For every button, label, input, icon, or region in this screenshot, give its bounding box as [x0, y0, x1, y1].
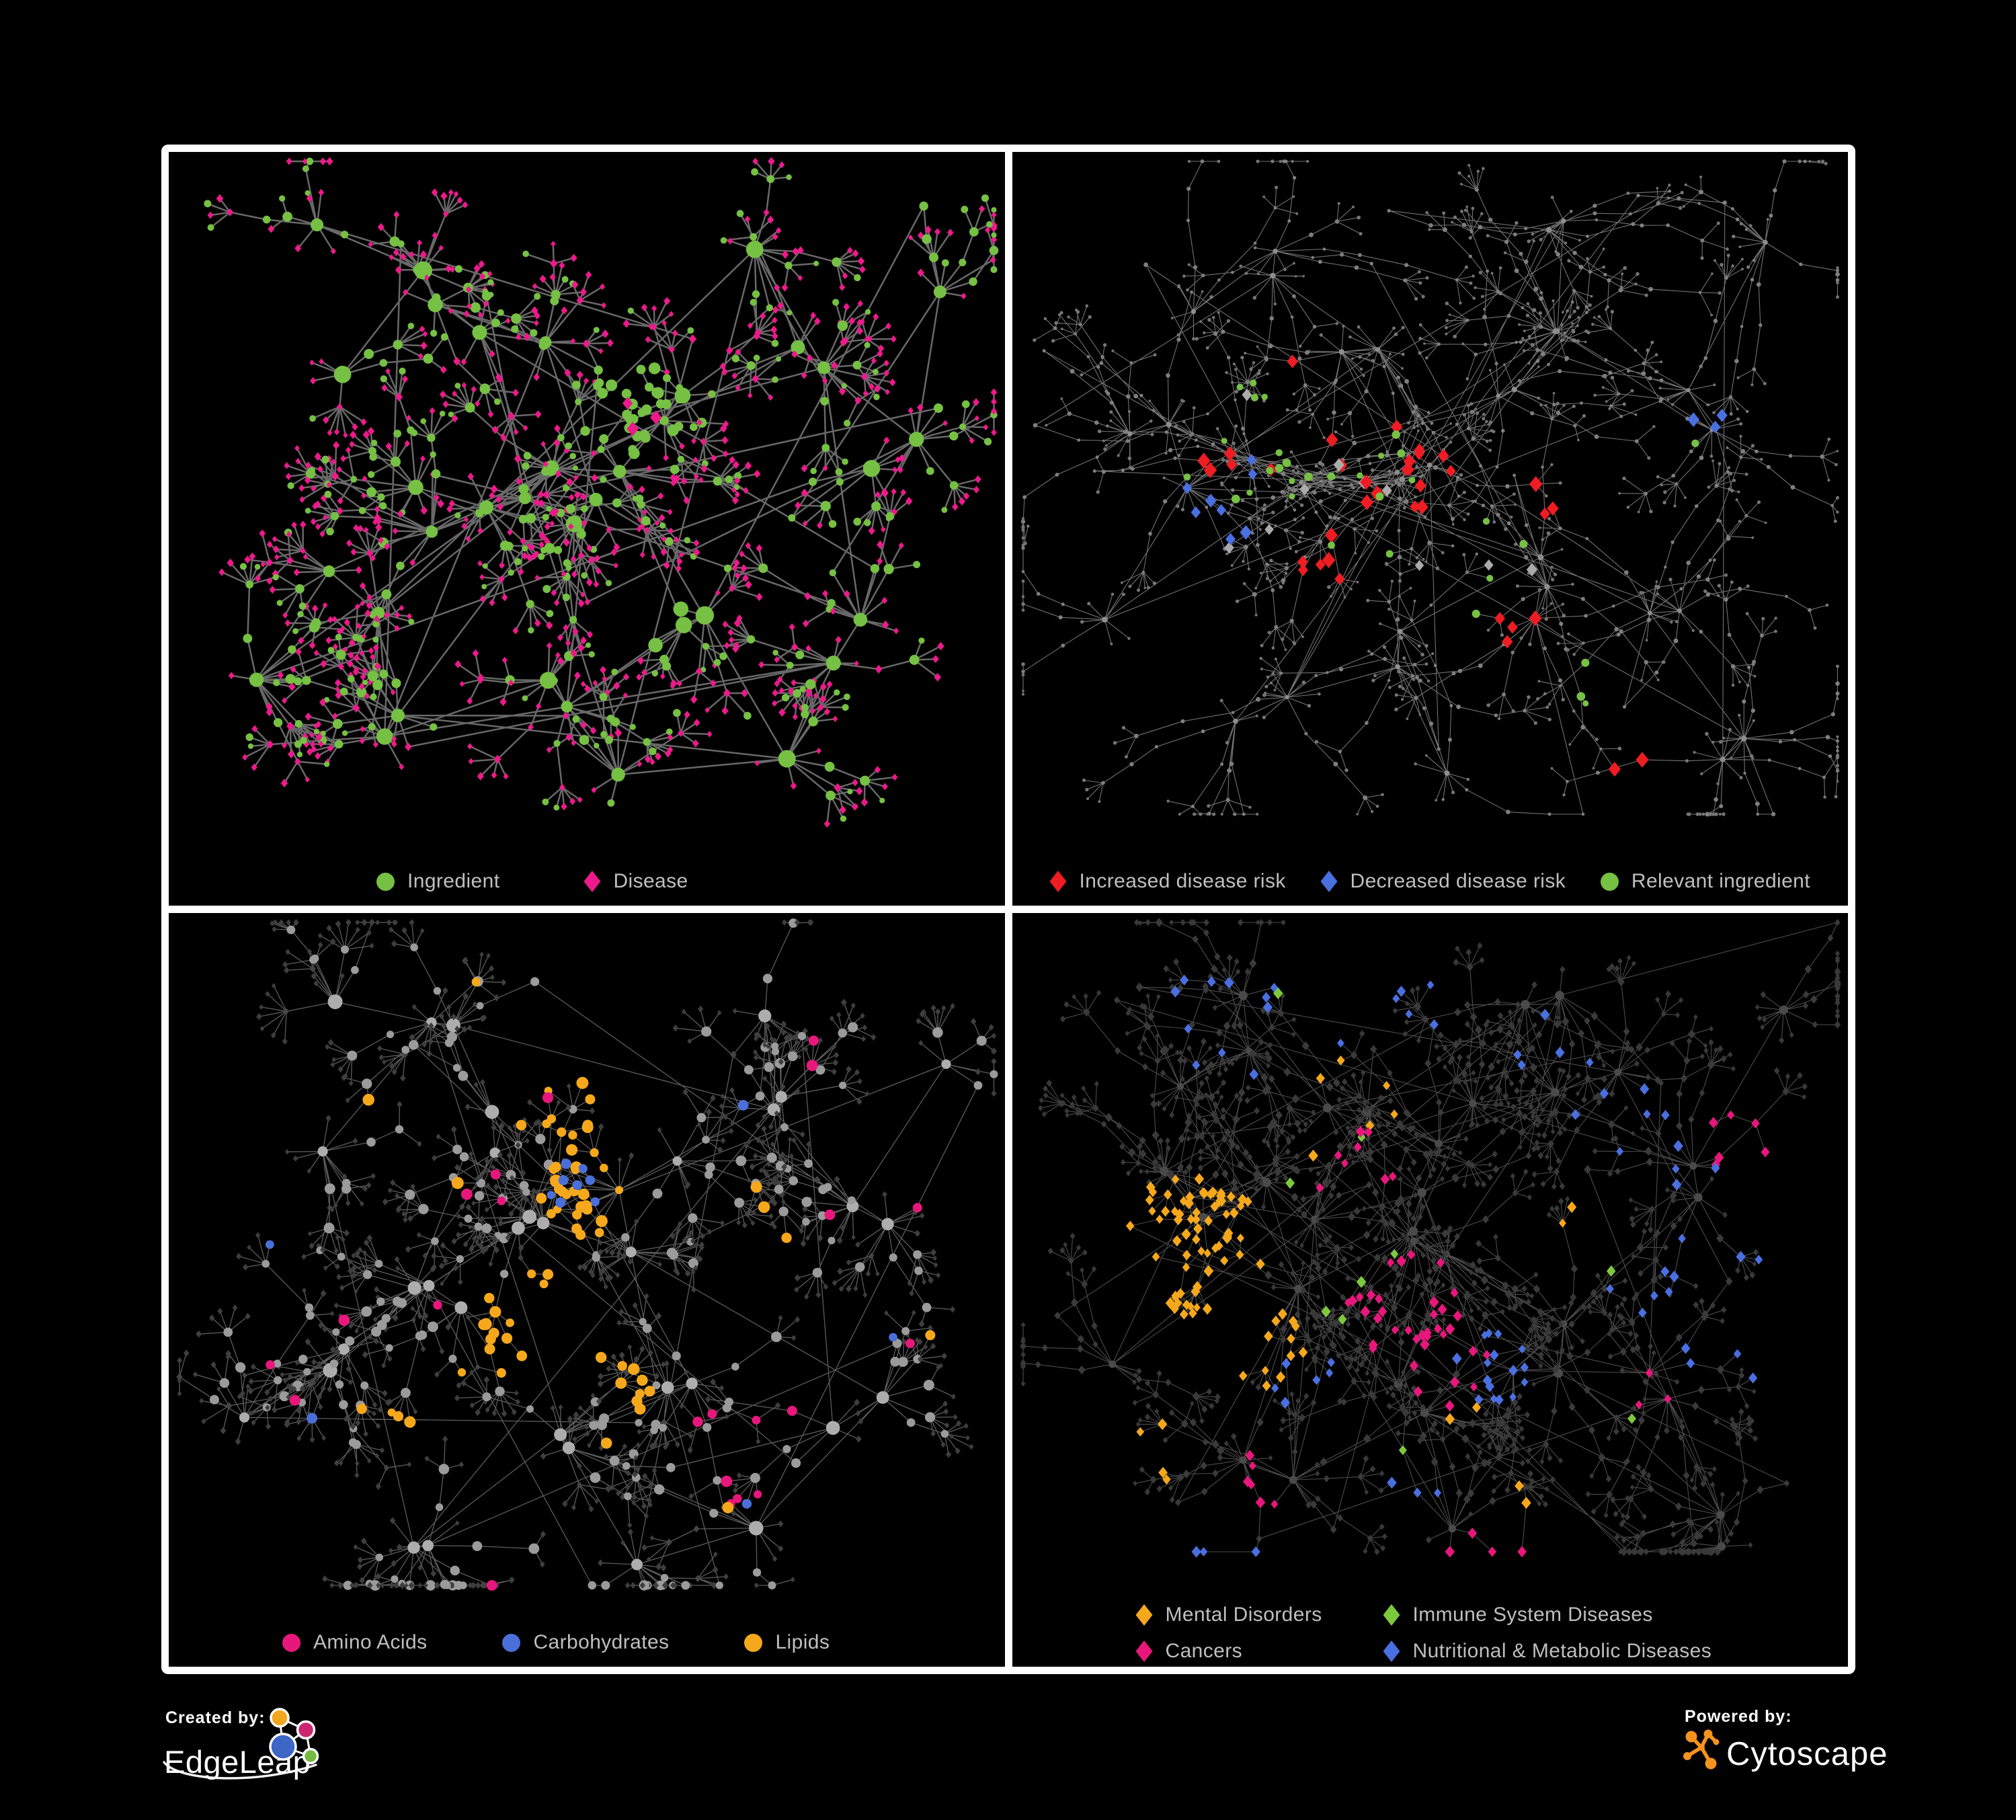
- cytoscape-logo-icon: [1683, 1729, 1720, 1770]
- legend-label: Carbohydrates: [533, 1631, 670, 1653]
- network-panel-grid: Ingredient Disease Increased disease risk…: [161, 145, 1855, 1674]
- panel-disease-risk: Increased disease risk Decreased disease …: [1012, 152, 1849, 906]
- nutrient-class-network-graph: [176, 918, 998, 1591]
- circle-marker-icon: [744, 1633, 763, 1652]
- legend-ingredient-disease: Ingredient Disease: [169, 870, 1005, 893]
- legend-item-amino-acids: Amino Acids: [282, 1631, 427, 1654]
- legend-label: Increased disease risk: [1079, 870, 1286, 892]
- legend-label: Lipids: [775, 1631, 830, 1653]
- legend-label: Nutritional & Metabolic Diseases: [1412, 1640, 1712, 1662]
- legend-item-disease: Disease: [583, 870, 688, 893]
- legend-label: Immune System Diseases: [1412, 1604, 1653, 1626]
- legend-nutrient-classes: Amino Acids Carbohydrates Lipids: [169, 1631, 1005, 1654]
- edgeleap-logo-icon: [163, 1708, 319, 1780]
- diamond-marker-icon: [1049, 871, 1067, 892]
- legend-label: Ingredient: [407, 870, 500, 892]
- legend-item-decreased-disease-risk: Decreased disease risk: [1320, 870, 1566, 893]
- disease-class-network-graph: [1019, 918, 1841, 1558]
- circle-marker-icon: [502, 1633, 521, 1652]
- panel-nutrient-classes: Amino Acids Carbohydrates Lipids: [169, 913, 1005, 1667]
- diamond-marker-icon: [1383, 1640, 1400, 1662]
- legend-item-carbohydrates: Carbohydrates: [502, 1631, 669, 1654]
- legend-item-nutritional-metabolic-diseases: Nutritional & Metabolic Diseases: [1383, 1640, 1712, 1663]
- legend-label: Mental Disorders: [1165, 1604, 1322, 1626]
- powered-by-label: Powered by:: [1685, 1707, 1792, 1726]
- legend-item-immune-system-diseases: Immune System Diseases: [1383, 1604, 1712, 1626]
- diamond-marker-icon: [1135, 1640, 1153, 1662]
- diamond-marker-icon: [1320, 871, 1338, 892]
- diamond-marker-icon: [1383, 1604, 1400, 1626]
- created-by-label: Created by:: [165, 1708, 266, 1727]
- legend-label: Relevant ingredient: [1631, 870, 1810, 892]
- legend-item-relevant-ingredient: Relevant ingredient: [1600, 870, 1810, 893]
- legend-item-lipids: Lipids: [744, 1631, 830, 1654]
- cytoscape-branding: Powered by: Cytoscape: [1683, 1707, 1888, 1772]
- legend-label: Decreased disease risk: [1350, 870, 1566, 892]
- panel-disease-classes: Mental Disorders Immune System Diseases Ca…: [1012, 913, 1849, 1667]
- edgeleap-branding: Created by: EdgeLeap: [163, 1708, 319, 1780]
- ingredient-disease-network-graph: [204, 157, 999, 828]
- circle-marker-icon: [282, 1633, 300, 1652]
- legend-item-increased-disease-risk: Increased disease risk: [1049, 870, 1286, 893]
- legend-label: Disease: [613, 870, 688, 892]
- cytoscape-wordmark: Cytoscape: [1726, 1736, 1888, 1772]
- diamond-marker-icon: [583, 871, 601, 892]
- legend-item-mental-disorders: Mental Disorders: [1135, 1604, 1383, 1626]
- legend-item-ingredient: Ingredient: [376, 870, 499, 893]
- circle-marker-icon: [376, 872, 395, 891]
- diamond-marker-icon: [1135, 1604, 1153, 1626]
- legend-label: Amino Acids: [313, 1631, 428, 1653]
- legend-label: Cancers: [1165, 1640, 1243, 1662]
- circle-marker-icon: [1600, 872, 1619, 891]
- panel-ingredient-disease: Ingredient Disease: [169, 152, 1005, 906]
- legend-disease-classes: Mental Disorders Immune System Diseases Ca…: [1012, 1604, 1849, 1663]
- legend-disease-risk: Increased disease risk Decreased disease …: [1012, 870, 1849, 893]
- disease-risk-network-graph: [1020, 159, 1840, 817]
- legend-item-cancers: Cancers: [1135, 1640, 1383, 1663]
